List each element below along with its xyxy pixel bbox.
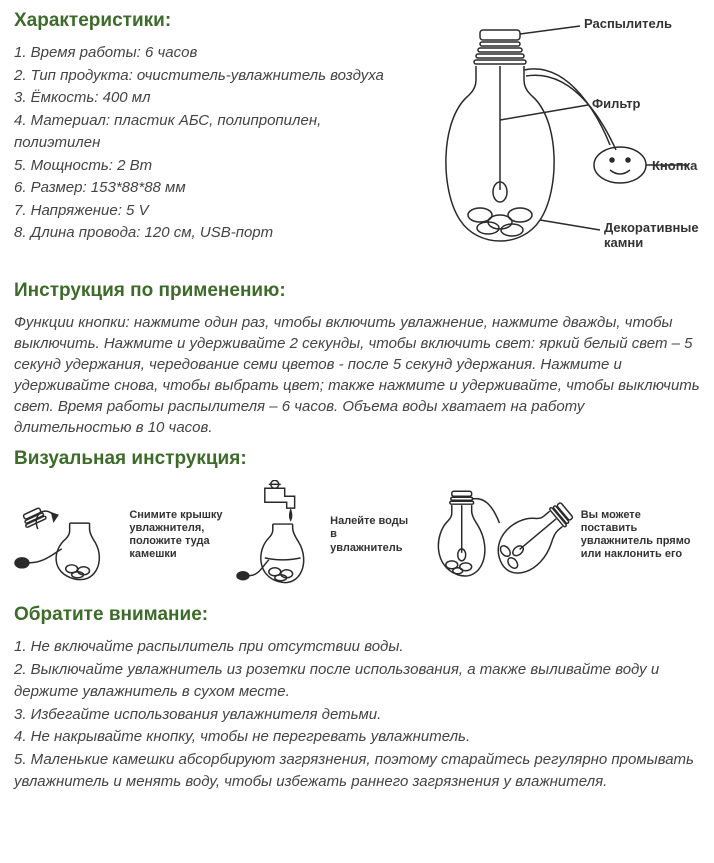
list-item: 5. Мощность: 2 Вт <box>14 155 400 178</box>
notice-list: 1. Не включайте распылитель при отсутств… <box>14 636 700 794</box>
list-item: 6. Размер: 153*88*88 мм <box>14 177 400 200</box>
label-filter: Фильтр <box>592 96 641 111</box>
instructions-text: Функции кнопки: нажмите один раз, чтобы … <box>14 312 700 438</box>
visual-step-2-icon <box>235 480 324 590</box>
product-diagram: Распылитель Фильтр Кнопка Декоративные к… <box>400 10 700 270</box>
visual-step-2-caption: Налейте воды в увлажнитель <box>330 515 410 555</box>
label-button: Кнопка <box>652 158 697 173</box>
list-item: 3. Избегайте использования увлажнителя д… <box>14 704 700 727</box>
label-sprayer: Распылитель <box>584 16 672 31</box>
list-item: 8. Длина провода: 120 см, USB-порт <box>14 222 400 245</box>
list-item: 2. Выключайте увлажнитель из розетки пос… <box>14 659 700 704</box>
visual-step-1-icon <box>14 485 123 585</box>
list-item: 2. Тип продукта: очиститель-увлажнитель … <box>14 65 400 88</box>
visual-step-3-icon <box>416 483 575 588</box>
visual-step-3-caption: Вы можете поставить увлажнитель прямо ил… <box>581 509 700 562</box>
visual-steps: Снимите крышку увлажнителя, положите туд… <box>14 480 700 590</box>
instructions-heading: Инструкция по применению: <box>14 280 700 302</box>
list-item: 1. Время работы: 6 часов <box>14 42 400 65</box>
visual-step-1-caption: Снимите крышку увлажнителя, положите туд… <box>129 509 228 562</box>
list-item: 5. Маленькие камешки абсорбируют загрязн… <box>14 749 700 794</box>
specs-heading: Характеристики: <box>14 10 400 32</box>
specs-list: 1. Время работы: 6 часов 2. Тип продукта… <box>14 42 400 245</box>
list-item: 4. Не накрывайте кнопку, чтобы не перегр… <box>14 726 700 749</box>
list-item: 3. Ёмкость: 400 мл <box>14 87 400 110</box>
label-stones: Декоративные камни <box>604 220 700 250</box>
list-item: 4. Материал: пластик АБС, полипропилен, … <box>14 110 400 155</box>
notice-heading: Обратите внимание: <box>14 604 700 626</box>
list-item: 7. Напряжение: 5 V <box>14 200 400 223</box>
visual-heading: Визуальная инструкция: <box>14 448 700 470</box>
list-item: 1. Не включайте распылитель при отсутств… <box>14 636 700 659</box>
